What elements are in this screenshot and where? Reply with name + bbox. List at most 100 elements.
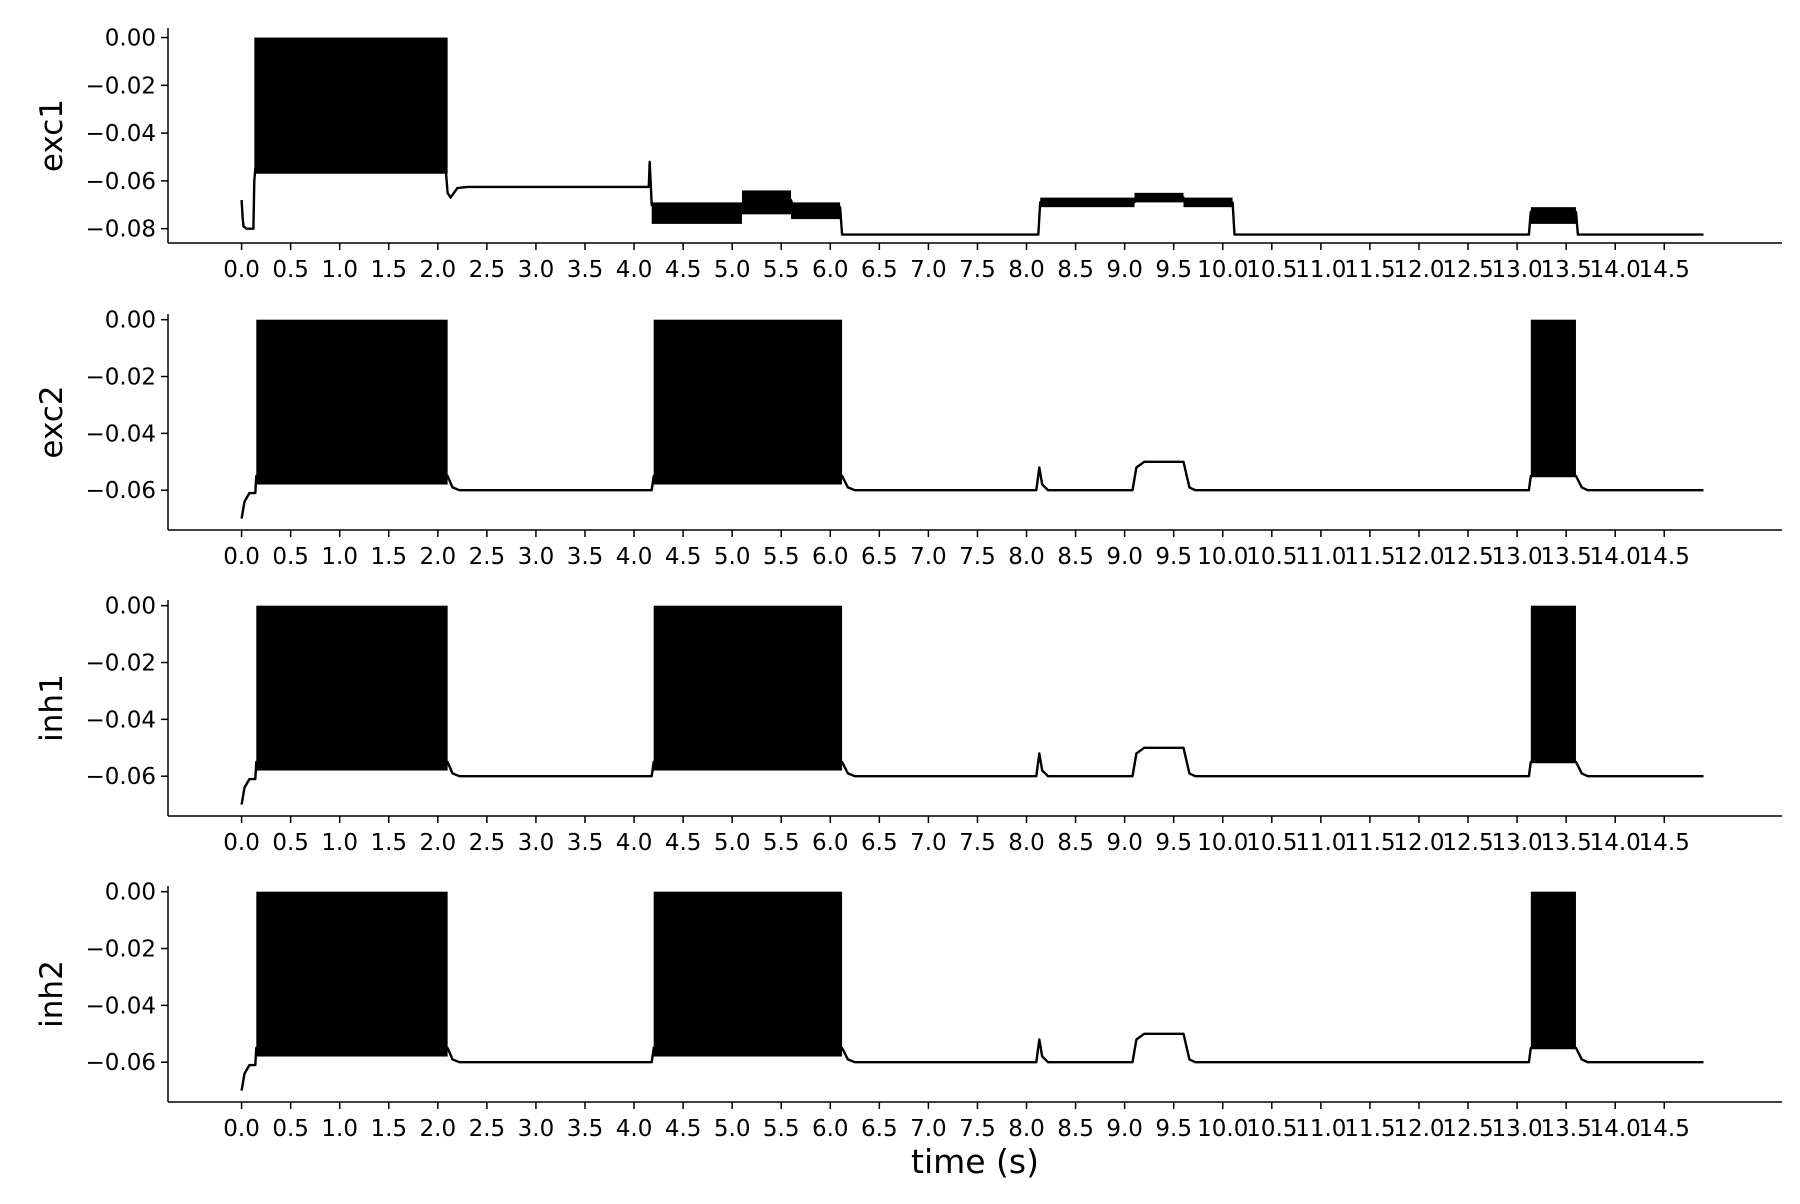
y-tick-label: 0.00 xyxy=(105,26,156,52)
x-tick-label: 3.0 xyxy=(518,544,555,570)
x-tick-label: 9.0 xyxy=(1106,830,1143,856)
x-tick-label: 3.5 xyxy=(567,257,604,283)
x-tick-label: 13.0 xyxy=(1491,1116,1542,1142)
x-tick-label: 14.0 xyxy=(1590,544,1641,570)
x-tick-label: 9.0 xyxy=(1106,1116,1143,1142)
x-tick-label: 3.5 xyxy=(567,544,604,570)
x-tick-label: 5.5 xyxy=(763,1116,800,1142)
x-tick-label: 2.5 xyxy=(469,830,506,856)
x-tick-label: 0.0 xyxy=(223,1116,260,1142)
x-tick-label: 4.5 xyxy=(665,257,702,283)
x-tick-label: 3.5 xyxy=(567,1116,604,1142)
x-tick-label: 8.0 xyxy=(1008,544,1045,570)
y-tick-label: −0.04 xyxy=(86,421,156,447)
x-tick-label: 4.0 xyxy=(616,257,653,283)
x-tick-label: 8.5 xyxy=(1057,257,1094,283)
voltage-trace-inh2 xyxy=(240,1032,1704,1091)
x-tick-label: 6.0 xyxy=(812,1116,849,1142)
x-tick-label: 11.0 xyxy=(1295,257,1346,283)
x-tick-label: 5.5 xyxy=(763,257,800,283)
x-tick-label: 10.0 xyxy=(1197,1116,1248,1142)
voltage-trace-exc2 xyxy=(240,460,1704,519)
spike-burst xyxy=(653,605,843,771)
x-tick-label: 13.0 xyxy=(1491,544,1542,570)
spike-burst xyxy=(1530,319,1576,476)
x-tick-label: 1.5 xyxy=(370,1116,407,1142)
y-tick-label: −0.08 xyxy=(86,217,156,243)
x-tick-label: 13.5 xyxy=(1541,544,1592,570)
x-tick-label: 10.0 xyxy=(1197,544,1248,570)
x-tick-label: 10.0 xyxy=(1197,830,1248,856)
voltage-trace-inh1 xyxy=(240,746,1704,805)
x-tick-label: 11.0 xyxy=(1295,1116,1346,1142)
x-tick-label: 4.5 xyxy=(665,830,702,856)
x-tick-label: 1.0 xyxy=(321,544,358,570)
x-tick-label: 12.0 xyxy=(1393,1116,1444,1142)
panel-exc2: 0.00 −0.02 −0.04 −0.06 0.0 0.5 1.0 1.5 2.0 2.5 3.0… xyxy=(34,308,1782,570)
x-tick-label: 0.0 xyxy=(223,257,260,283)
x-tick-label: 0.0 xyxy=(223,544,260,570)
spike-burst xyxy=(741,190,792,215)
x-tick-label: 12.5 xyxy=(1442,1116,1493,1142)
x-tick-label: 9.5 xyxy=(1155,257,1192,283)
x-tick-label: 12.0 xyxy=(1393,257,1444,283)
x-axis-label: time (s) xyxy=(911,1142,1039,1181)
x-tick-label: 14.5 xyxy=(1639,257,1690,283)
x-tick-label: 6.0 xyxy=(812,830,849,856)
y-tick-label: −0.04 xyxy=(86,707,156,733)
x-tick-label: 10.5 xyxy=(1246,257,1297,283)
x-tick-label: 11.5 xyxy=(1344,544,1395,570)
x-tick-label: 7.0 xyxy=(910,544,947,570)
y-tick-label: −0.02 xyxy=(86,651,156,677)
x-tick-label: 11.5 xyxy=(1344,830,1395,856)
x-tick-label: 14.5 xyxy=(1639,544,1690,570)
x-tick-label: 0.5 xyxy=(272,830,309,856)
x-tick-label: 11.5 xyxy=(1344,1116,1395,1142)
y-tick-label: −0.06 xyxy=(86,764,156,790)
y-tick-label: −0.06 xyxy=(86,169,156,195)
y-tick-label: 0.00 xyxy=(105,594,156,620)
x-tick-label: 1.0 xyxy=(321,1116,358,1142)
panel-exc1: 0.00 −0.02 −0.04 −0.06 −0.08 0.0 0.5 1.0 1.5 2.0 2… xyxy=(34,26,1782,283)
y-tick-label: 0.00 xyxy=(105,308,156,334)
x-tick-label: 10.5 xyxy=(1246,830,1297,856)
x-tick-label: 7.0 xyxy=(910,257,947,283)
x-tick-label: 1.5 xyxy=(370,257,407,283)
x-tick-label: 7.5 xyxy=(959,257,996,283)
x-tick-label: 9.5 xyxy=(1155,544,1192,570)
y-axis-label: exc2 xyxy=(34,385,70,458)
x-tick-label: 5.5 xyxy=(763,830,800,856)
x-tick-label: 4.0 xyxy=(616,544,653,570)
y-axis-label: inh1 xyxy=(34,674,70,742)
y-axis-label: inh2 xyxy=(34,960,70,1028)
x-tick-label: 12.5 xyxy=(1442,830,1493,856)
x-tick-label: 8.0 xyxy=(1008,1116,1045,1142)
x-tick-label: 7.5 xyxy=(959,830,996,856)
x-tick-label: 13.5 xyxy=(1541,1116,1592,1142)
x-tick-label: 4.5 xyxy=(665,1116,702,1142)
x-tick-label: 13.0 xyxy=(1491,257,1542,283)
y-tick-label: 0.00 xyxy=(105,880,156,906)
x-tick-label: 7.5 xyxy=(959,544,996,570)
x-tick-label: 5.0 xyxy=(714,257,751,283)
x-tick-label: 2.5 xyxy=(469,544,506,570)
x-tick-label: 14.0 xyxy=(1590,257,1641,283)
x-tick-label: 8.5 xyxy=(1057,830,1094,856)
x-tick-label: 10.0 xyxy=(1197,257,1248,283)
panel-inh2: 0.00 −0.02 −0.04 −0.06 0.0 0.5 1.0 1.5 2.0 2.5 3.0… xyxy=(34,880,1782,1142)
x-tick-label: 13.5 xyxy=(1541,830,1592,856)
x-tick-label: 1.0 xyxy=(321,830,358,856)
x-tick-label: 9.0 xyxy=(1106,544,1143,570)
x-tick-label: 6.5 xyxy=(861,544,898,570)
y-axis-label: exc1 xyxy=(34,99,70,172)
x-tick-label: 0.5 xyxy=(272,544,309,570)
x-tick-label: 2.0 xyxy=(420,830,457,856)
x-tick-label: 2.0 xyxy=(420,544,457,570)
y-tick-label: −0.04 xyxy=(86,121,156,147)
x-tick-label: 0.5 xyxy=(272,257,309,283)
y-tick-label: −0.02 xyxy=(86,73,156,99)
x-tick-label: 6.5 xyxy=(861,830,898,856)
x-tick-label: 7.5 xyxy=(959,1116,996,1142)
